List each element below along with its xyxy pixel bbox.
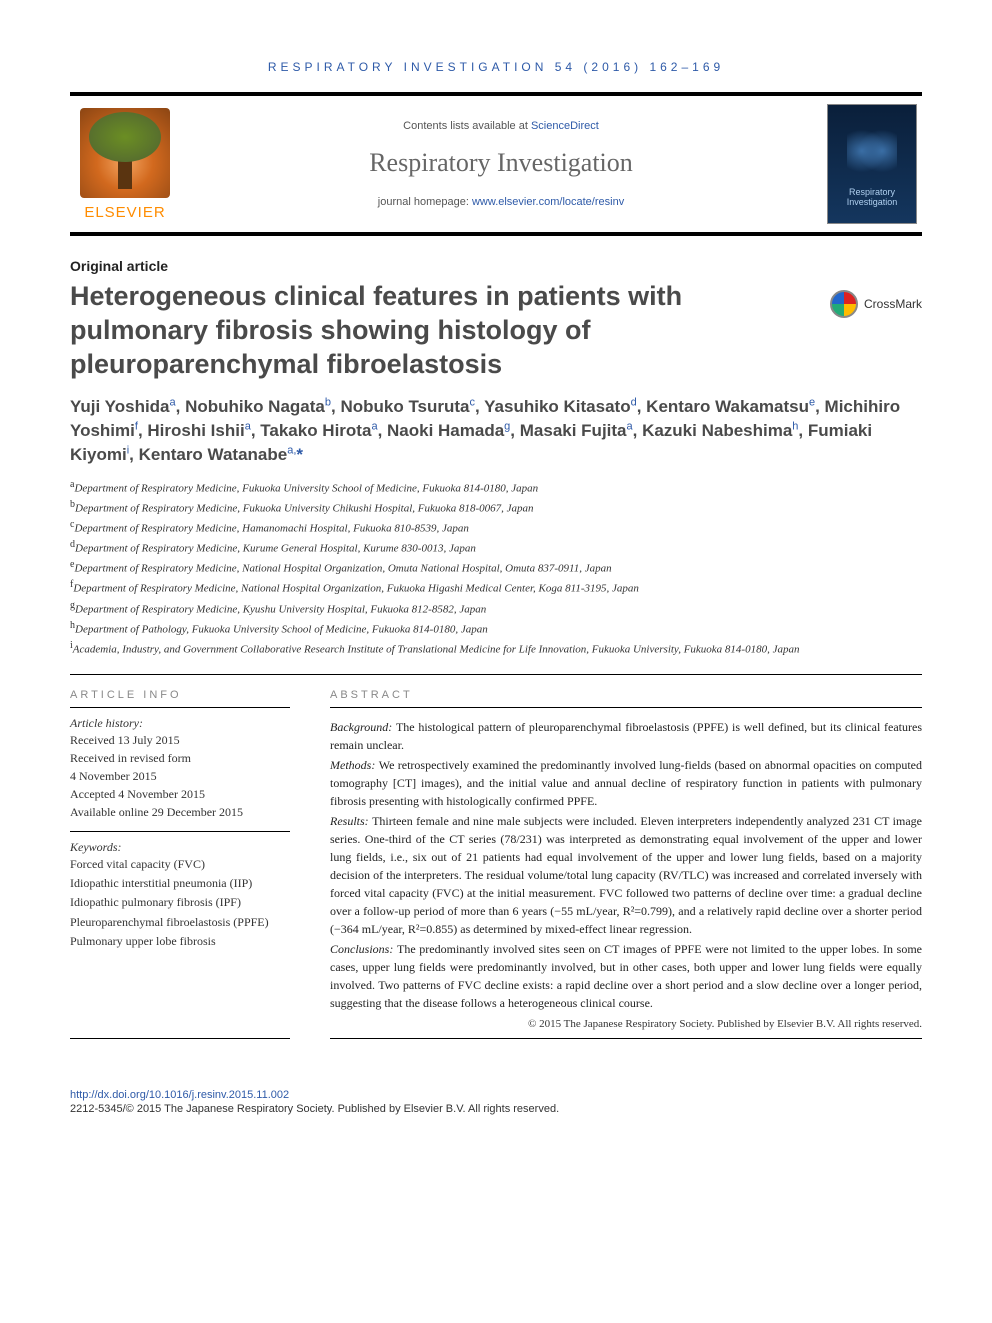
abstract-divider	[330, 707, 922, 708]
sidebar-divider	[70, 707, 290, 708]
affiliation-item: iAcademia, Industry, and Government Coll…	[70, 638, 922, 658]
keyword-item: Forced vital capacity (FVC)	[70, 855, 290, 874]
page-root: RESPIRATORY INVESTIGATION 54 (2016) 162–…	[0, 0, 992, 1155]
history-label: Article history:	[70, 716, 290, 731]
journal-cover-cell: Respiratory Investigation	[812, 96, 922, 232]
history-line: Accepted 4 November 2015	[70, 785, 290, 803]
affiliation-item: dDepartment of Respiratory Medicine, Kur…	[70, 537, 922, 557]
elsevier-wordmark: ELSEVIER	[84, 204, 165, 221]
publisher-logo[interactable]: ELSEVIER	[70, 96, 190, 232]
homepage-link[interactable]: www.elsevier.com/locate/resinv	[472, 196, 624, 208]
journal-cover-icon[interactable]: Respiratory Investigation	[827, 104, 917, 224]
cover-title: Respiratory Investigation	[828, 187, 916, 207]
keyword-item: Pulmonary upper lobe fibrosis	[70, 932, 290, 951]
keywords-label: Keywords:	[70, 840, 290, 855]
journal-homepage: journal homepage: www.elsevier.com/locat…	[198, 196, 804, 208]
abstract-body: Background: The histological pattern of …	[330, 718, 922, 1012]
affiliation-item: bDepartment of Respiratory Medicine, Fuk…	[70, 497, 922, 517]
article-title: Heterogeneous clinical features in patie…	[70, 280, 830, 381]
history-line: 4 November 2015	[70, 767, 290, 785]
abstract-section-label: Methods:	[330, 758, 379, 772]
affiliation-item: aDepartment of Respiratory Medicine, Fuk…	[70, 477, 922, 497]
abstract: ABSTRACT Background: The histological pa…	[330, 689, 922, 1039]
crossmark-label: CrossMark	[864, 297, 922, 311]
keyword-item: Idiopathic interstitial pneumonia (IIP)	[70, 874, 290, 893]
keyword-item: Pleuroparenchymal fibroelastosis (PPFE)	[70, 913, 290, 932]
running-head: RESPIRATORY INVESTIGATION 54 (2016) 162–…	[70, 60, 922, 74]
divider	[70, 674, 922, 675]
issn-copyright: 2212-5345/© 2015 The Japanese Respirator…	[70, 1103, 922, 1115]
crossmark-badge[interactable]: CrossMark	[830, 280, 922, 318]
contents-prefix: Contents lists available at	[403, 120, 531, 132]
abstract-paragraph: Background: The histological pattern of …	[330, 718, 922, 754]
page-footer: http://dx.doi.org/10.1016/j.resinv.2015.…	[70, 1089, 922, 1115]
affiliation-item: eDepartment of Respiratory Medicine, Nat…	[70, 557, 922, 577]
abstract-paragraph: Methods: We retrospectively examined the…	[330, 756, 922, 810]
sidebar-divider	[70, 831, 290, 832]
abstract-heading: ABSTRACT	[330, 689, 922, 701]
contents-available: Contents lists available at ScienceDirec…	[198, 120, 804, 132]
history-block: Received 13 July 2015Received in revised…	[70, 731, 290, 821]
affiliation-item: cDepartment of Respiratory Medicine, Ham…	[70, 517, 922, 537]
abstract-paragraph: Results: Thirteen female and nine male s…	[330, 812, 922, 938]
lung-icon	[847, 121, 897, 181]
affiliation-item: fDepartment of Respiratory Medicine, Nat…	[70, 577, 922, 597]
article-type: Original article	[70, 258, 922, 274]
history-line: Available online 29 December 2015	[70, 803, 290, 821]
abstract-section-label: Background:	[330, 720, 396, 734]
journal-header: ELSEVIER Contents lists available at Sci…	[70, 92, 922, 236]
doi-link[interactable]: http://dx.doi.org/10.1016/j.resinv.2015.…	[70, 1089, 922, 1101]
article-info-heading: ARTICLE INFO	[70, 689, 290, 701]
journal-name: Respiratory Investigation	[198, 148, 804, 178]
article-info-sidebar: ARTICLE INFO Article history: Received 1…	[70, 689, 290, 1039]
author-list: Yuji Yoshidaa, Nobuhiko Nagatab, Nobuko …	[70, 395, 922, 466]
header-center: Contents lists available at ScienceDirec…	[190, 96, 812, 232]
homepage-prefix: journal homepage:	[378, 196, 472, 208]
sciencedirect-link[interactable]: ScienceDirect	[531, 120, 599, 132]
abstract-paragraph: Conclusions: The predominantly involved …	[330, 940, 922, 1012]
abstract-copyright: © 2015 The Japanese Respiratory Society.…	[330, 1018, 922, 1030]
info-abstract-row: ARTICLE INFO Article history: Received 1…	[70, 689, 922, 1039]
affiliation-list: aDepartment of Respiratory Medicine, Fuk…	[70, 477, 922, 658]
title-row: Heterogeneous clinical features in patie…	[70, 280, 922, 381]
affiliation-item: gDepartment of Respiratory Medicine, Kyu…	[70, 598, 922, 618]
history-line: Received 13 July 2015	[70, 731, 290, 749]
keyword-item: Idiopathic pulmonary fibrosis (IPF)	[70, 893, 290, 912]
elsevier-tree-icon	[80, 108, 170, 198]
abstract-section-label: Conclusions:	[330, 942, 397, 956]
divider	[330, 1038, 922, 1039]
affiliation-item: hDepartment of Pathology, Fukuoka Univer…	[70, 618, 922, 638]
keywords-block: Forced vital capacity (FVC)Idiopathic in…	[70, 855, 290, 951]
abstract-section-label: Results:	[330, 814, 372, 828]
crossmark-icon	[830, 290, 858, 318]
history-line: Received in revised form	[70, 749, 290, 767]
